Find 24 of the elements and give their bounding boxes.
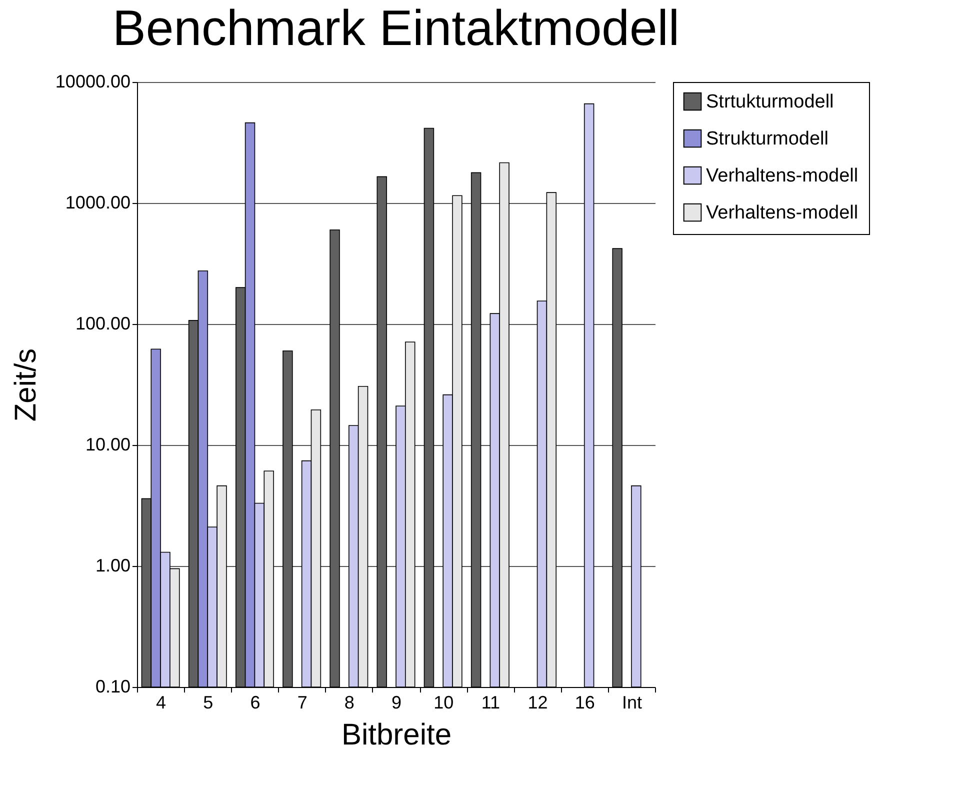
x-tick-label: 5 — [203, 692, 214, 712]
x-tick-label: 9 — [391, 692, 402, 712]
x-tick-label: 6 — [250, 692, 260, 712]
y-tick-label: 0.10 — [95, 676, 130, 696]
x-axis-title: Bitbreite — [341, 718, 452, 752]
y-axis-title: Zeit/s — [9, 348, 42, 422]
legend-label: Verhaltens-modell — [706, 202, 858, 224]
y-tick-label: 100.00 — [75, 314, 130, 334]
y-tick-label: 10.00 — [85, 434, 130, 454]
y-tick-label: 10000.00 — [55, 72, 130, 92]
y-tick-label: 1000.00 — [65, 192, 130, 212]
x-tick-label: 12 — [528, 692, 548, 712]
x-tick-label: 7 — [297, 692, 308, 712]
y-tick-label: 1.00 — [95, 556, 130, 576]
x-tick-label: 11 — [481, 692, 500, 712]
chart-title: Benchmark Eintaktmodell — [112, 0, 680, 56]
x-tick-label: 4 — [156, 692, 166, 712]
legend-label: Strtukturmodell — [706, 92, 834, 112]
x-tick-label: 8 — [344, 692, 354, 712]
x-tick-label: 10 — [434, 692, 454, 712]
x-tick-label: Int — [622, 692, 642, 712]
legend-label: Verhaltens-modell — [706, 166, 858, 186]
legend-label: Strukturmodell — [706, 128, 828, 150]
x-tick-label: 16 — [574, 692, 595, 712]
